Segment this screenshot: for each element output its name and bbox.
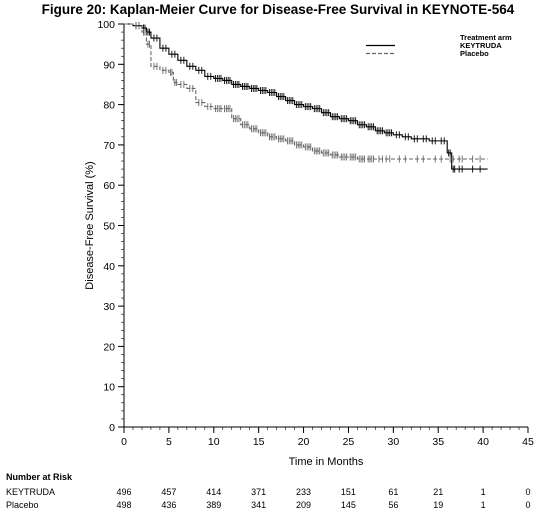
- at-risk-count: 414: [206, 487, 222, 497]
- y-tick-label: 60: [103, 180, 115, 192]
- y-tick-label: 10: [103, 382, 115, 394]
- at-risk-row-keytruda: KEYTRUDA 496 457 414 371 233 151 61 21 1 0: [0, 487, 556, 499]
- x-tick-label: 40: [477, 436, 489, 448]
- y-tick-label: 0: [109, 422, 115, 434]
- x-axis-label: Time in Months: [289, 456, 364, 468]
- at-risk-count: 457: [161, 487, 177, 497]
- at-risk-count: 56: [388, 500, 399, 510]
- at-risk-count: 61: [388, 487, 399, 497]
- at-risk-count: 19: [433, 500, 444, 510]
- y-tick-label: 20: [103, 341, 115, 353]
- x-tick-label: 5: [166, 436, 172, 448]
- x-tick-label: 15: [253, 436, 265, 448]
- legend-label-keytruda: KEYTRUDA: [460, 41, 502, 50]
- y-tick-label: 70: [103, 140, 115, 152]
- km-plot: 0 5 10 15 20 25 30 35 40 45 0 10 20 30 40 50 60 70 80 90 100…: [84, 19, 534, 468]
- at-risk-row-placebo: Placebo 498 436 389 341 209 145 56 19 1 0: [0, 500, 556, 512]
- x-tick-label: 25: [343, 436, 355, 448]
- at-risk-count: 1: [480, 500, 486, 510]
- at-risk-count: 496: [116, 487, 132, 497]
- x-tick-label: 20: [298, 436, 310, 448]
- at-risk-count: 151: [340, 487, 356, 497]
- y-tick-label: 40: [103, 261, 115, 273]
- at-risk-row-label: Placebo: [6, 500, 39, 510]
- x-tick-label: 30: [387, 436, 399, 448]
- x-tick-label: 45: [522, 436, 534, 448]
- at-risk-count: 21: [433, 487, 444, 497]
- y-tick-label: 90: [103, 59, 115, 71]
- at-risk-count: 209: [296, 500, 312, 510]
- at-risk-row-label: KEYTRUDA: [6, 487, 56, 497]
- at-risk-count: 341: [251, 500, 267, 510]
- at-risk-count: 0: [525, 487, 531, 497]
- at-risk-count: 145: [340, 500, 356, 510]
- legend-title: Treatment arm: [460, 33, 512, 42]
- at-risk-count: 371: [251, 487, 267, 497]
- number-at-risk-header: Number at Risk: [6, 472, 73, 482]
- y-axis-label: Disease-Free Survival (%): [84, 161, 96, 289]
- x-tick-label: 35: [432, 436, 444, 448]
- chart-title: Figure 20: Kaplan-Meier Curve for Diseas…: [41, 2, 515, 17]
- x-tick-label: 0: [121, 436, 127, 448]
- at-risk-count: 389: [206, 500, 222, 510]
- km-curve-placebo: [124, 23, 488, 160]
- at-risk-count: 436: [161, 500, 177, 510]
- y-tick-label: 30: [103, 301, 115, 313]
- y-tick-label: 50: [103, 221, 115, 233]
- at-risk-count: 1: [480, 487, 486, 497]
- x-tick-label: 10: [208, 436, 220, 448]
- y-tick-label: 80: [103, 100, 115, 112]
- km-curve-keytruda: [124, 23, 488, 170]
- at-risk-count: 498: [116, 500, 132, 510]
- at-risk-count: 233: [296, 487, 312, 497]
- at-risk-count: 0: [525, 500, 531, 510]
- legend-label-placebo: Placebo: [460, 49, 489, 58]
- y-tick-label: 100: [97, 19, 115, 31]
